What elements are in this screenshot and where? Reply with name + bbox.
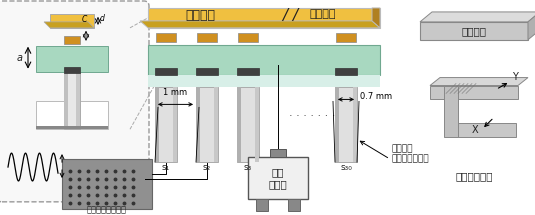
Bar: [64, 67, 80, 73]
Bar: [248, 157, 308, 199]
Text: s₃₀: s₃₀: [340, 163, 352, 172]
Text: /: /: [282, 8, 288, 23]
Text: s₃: s₃: [244, 163, 252, 172]
Text: 走査方向: 走査方向: [310, 9, 337, 19]
Bar: [196, 88, 200, 162]
Text: Y: Y: [512, 72, 518, 81]
Text: · · · · · · ·: · · · · · · ·: [289, 111, 335, 121]
Bar: [335, 88, 339, 162]
Bar: [148, 8, 380, 28]
Bar: [444, 86, 458, 137]
Text: 0.7 mm: 0.7 mm: [360, 92, 392, 101]
Polygon shape: [528, 12, 535, 40]
Bar: [214, 88, 218, 162]
Text: s₁: s₁: [162, 163, 170, 172]
Bar: [336, 33, 356, 42]
Text: 発生器: 発生器: [269, 179, 287, 189]
Text: サンプル: サンプル: [185, 9, 215, 22]
Bar: [237, 68, 259, 75]
Bar: [155, 68, 177, 75]
Text: 振動: 振動: [272, 167, 284, 177]
Polygon shape: [420, 12, 535, 22]
Bar: [36, 126, 108, 129]
Bar: [148, 75, 380, 88]
Bar: [64, 72, 80, 129]
Bar: [155, 88, 159, 162]
Bar: [353, 88, 357, 162]
Text: a: a: [17, 53, 23, 63]
Bar: [270, 149, 286, 157]
Polygon shape: [430, 78, 528, 86]
Bar: [335, 88, 357, 162]
Bar: [62, 159, 152, 209]
Text: /: /: [293, 8, 297, 23]
Text: C: C: [82, 15, 87, 24]
Polygon shape: [372, 8, 380, 28]
Bar: [255, 88, 259, 162]
Bar: [148, 45, 380, 75]
Bar: [76, 72, 80, 129]
Text: 1 mm: 1 mm: [163, 88, 187, 97]
Polygon shape: [44, 22, 94, 28]
Bar: [36, 101, 108, 129]
Text: アレイセンサー: アレイセンサー: [392, 154, 430, 163]
Bar: [335, 68, 357, 75]
FancyBboxPatch shape: [0, 1, 149, 202]
Bar: [197, 33, 217, 42]
Bar: [237, 88, 259, 162]
Bar: [288, 199, 300, 211]
Bar: [173, 88, 177, 162]
Bar: [196, 88, 218, 162]
Bar: [238, 33, 258, 42]
Bar: [64, 72, 68, 129]
Bar: [64, 36, 80, 44]
Text: 信号処理システム: 信号処理システム: [87, 206, 127, 215]
Bar: [36, 46, 108, 72]
Text: d: d: [100, 14, 105, 23]
Bar: [156, 33, 176, 42]
Text: 固定治具: 固定治具: [462, 26, 486, 36]
Text: X: X: [472, 125, 479, 135]
Bar: [420, 22, 528, 40]
Bar: [458, 123, 516, 137]
Bar: [155, 88, 177, 162]
Bar: [237, 88, 241, 162]
Bar: [196, 68, 218, 75]
Polygon shape: [140, 21, 380, 28]
Bar: [430, 86, 518, 99]
Text: s₂: s₂: [203, 163, 211, 172]
Text: ライン型: ライン型: [392, 144, 414, 153]
Bar: [50, 14, 94, 28]
Bar: [256, 199, 268, 211]
Text: 自動ステージ: 自動ステージ: [455, 171, 493, 181]
